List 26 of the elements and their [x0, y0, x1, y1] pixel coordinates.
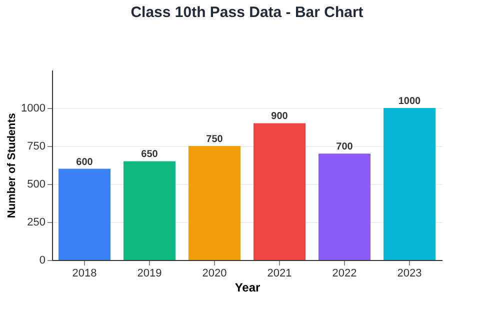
data-label: 1000	[398, 96, 422, 107]
y-tick-label: 1000	[21, 102, 46, 114]
bar	[384, 108, 436, 260]
x-tick-label: 2018	[72, 268, 97, 280]
x-tick-label: 2020	[202, 268, 227, 280]
data-label: 750	[206, 134, 224, 145]
y-tick-label: 750	[27, 140, 46, 152]
bar	[318, 154, 370, 260]
bar	[58, 168, 110, 260]
x-tick-label: 2021	[267, 268, 292, 280]
x-tick-label: 2019	[137, 268, 162, 280]
bar	[254, 123, 306, 260]
x-axis-title: Year	[234, 280, 261, 294]
y-tick-label: 500	[27, 178, 46, 190]
x-tick-label: 2022	[332, 268, 357, 280]
x-tick-label: 2023	[397, 268, 422, 280]
bar	[124, 161, 176, 260]
bar	[188, 146, 240, 260]
chart-title: Class 10th Pass Data - Bar Chart	[130, 4, 364, 21]
data-label: 600	[76, 156, 94, 168]
y-tick-label: 0	[39, 254, 46, 266]
data-label: 900	[271, 111, 288, 122]
data-label: 700	[336, 142, 354, 153]
y-axis-title: Number of Students	[6, 112, 18, 218]
y-tick-label: 250	[27, 216, 46, 228]
data-label: 650	[141, 149, 158, 160]
